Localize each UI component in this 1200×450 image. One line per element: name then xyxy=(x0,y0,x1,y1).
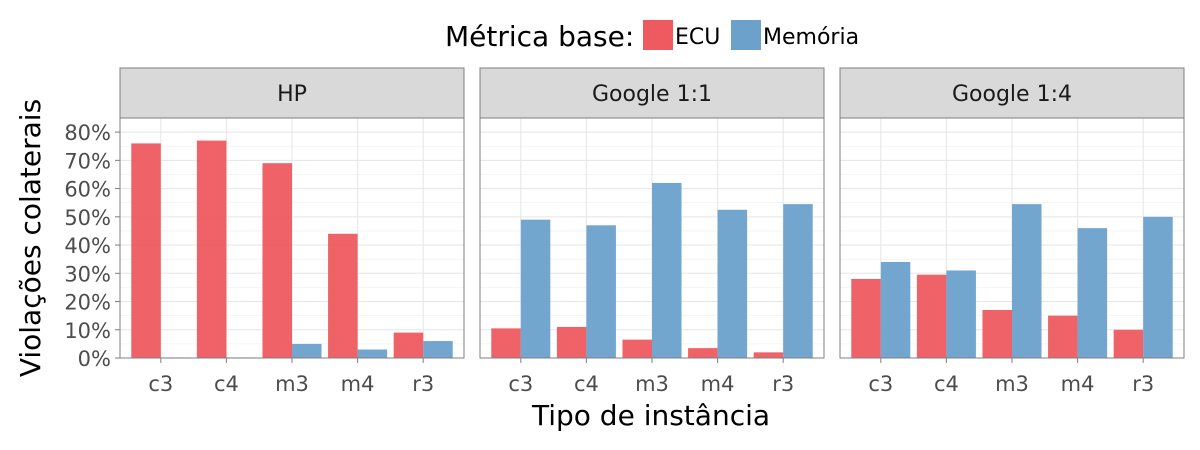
y-tick-label: 20% xyxy=(64,291,111,315)
legend: Métrica base: ECU Memória xyxy=(445,20,859,53)
y-tick-label: 60% xyxy=(64,178,111,202)
panel-strip xyxy=(479,67,825,119)
legend-swatch-memória xyxy=(731,20,761,50)
bar-memória-r3 xyxy=(423,341,453,358)
x-axis-title: Tipo de instância xyxy=(531,399,770,432)
x-tick-label: r3 xyxy=(412,372,434,396)
x-tick-label: m4 xyxy=(341,372,375,396)
panel-3: Google 1:4 c3 c4 m3 m4 r3 xyxy=(839,67,1185,396)
bar-memória-c3 xyxy=(880,262,911,358)
y-tick-label: 0% xyxy=(78,347,111,371)
legend-label-memória: Memória xyxy=(763,25,859,50)
bar-memória-r3 xyxy=(783,204,813,358)
bar-memória-r3 xyxy=(1143,216,1173,358)
bar-memória-m4 xyxy=(357,349,388,358)
bar-ecu-c3 xyxy=(131,143,161,358)
bar-memória-m4 xyxy=(1077,228,1108,358)
y-tick-label: 40% xyxy=(64,234,111,258)
x-tick-label: m3 xyxy=(995,372,1029,396)
bar-memória-m3 xyxy=(1012,204,1042,358)
x-tick-label: m4 xyxy=(701,372,735,396)
x-tick-label: c4 xyxy=(214,372,239,396)
bar-ecu-m4 xyxy=(688,348,718,358)
bar-memória-m3 xyxy=(292,343,322,358)
bar-ecu-m4 xyxy=(328,233,358,358)
y-axis-title: Violações colaterais xyxy=(14,99,47,377)
y-tick-label: 50% xyxy=(64,206,111,230)
bar-memória-c4 xyxy=(946,270,976,358)
panel-border xyxy=(119,117,465,359)
x-tick-label: m3 xyxy=(635,372,669,396)
bar-ecu-c4 xyxy=(196,140,227,358)
panel-title: Google 1:1 xyxy=(592,82,712,107)
bar-ecu-r3 xyxy=(1113,329,1144,358)
bar-ecu-c3 xyxy=(851,278,881,358)
panel-strip xyxy=(839,67,1185,119)
bar-memória-m3 xyxy=(652,182,682,358)
x-tick-label: r3 xyxy=(772,372,794,396)
legend-swatch-ecu xyxy=(643,20,673,50)
y-axis: 0% 10% 20% 30% 40% 50% 60% 70% 80% xyxy=(64,121,120,371)
panel-border xyxy=(479,117,825,359)
x-tick-label: c4 xyxy=(574,372,599,396)
panel-2: Google 1:1 c3 c4 m3 m4 r3 xyxy=(479,67,825,396)
y-tick-label: 30% xyxy=(64,262,111,286)
y-tick-label: 10% xyxy=(64,319,111,343)
x-tick-label: m4 xyxy=(1061,372,1095,396)
legend-title: Métrica base: xyxy=(445,20,634,53)
bar-memória-c3 xyxy=(520,219,551,358)
panel-title: Google 1:4 xyxy=(952,82,1072,107)
panel-strip xyxy=(119,67,465,119)
bar-ecu-m3 xyxy=(262,163,292,358)
bar-ecu-r3 xyxy=(393,332,424,358)
bar-ecu-m3 xyxy=(982,310,1012,358)
panel-1: HP c3 c4 m3 m4 r3 xyxy=(119,67,465,396)
x-tick-label: m3 xyxy=(275,372,309,396)
x-tick-label: c3 xyxy=(508,372,533,396)
x-tick-label: c3 xyxy=(148,372,173,396)
panel-title: HP xyxy=(277,82,307,107)
bar-ecu-c3 xyxy=(491,328,521,358)
legend-label-ecu: ECU xyxy=(675,25,720,50)
bar-ecu-m4 xyxy=(1048,315,1078,358)
bar-ecu-m3 xyxy=(622,339,652,358)
x-tick-label: c3 xyxy=(868,372,893,396)
x-tick-label: c4 xyxy=(934,372,959,396)
bar-ecu-r3 xyxy=(753,352,784,358)
y-tick-label: 80% xyxy=(64,121,111,145)
x-tick-label: r3 xyxy=(1132,372,1154,396)
bar-ecu-c4 xyxy=(556,326,587,358)
bar-ecu-c4 xyxy=(916,274,947,358)
panel-border xyxy=(839,117,1185,359)
y-tick-label: 70% xyxy=(64,149,111,173)
bar-memória-c4 xyxy=(586,225,616,358)
bar-memória-m4 xyxy=(717,209,748,358)
